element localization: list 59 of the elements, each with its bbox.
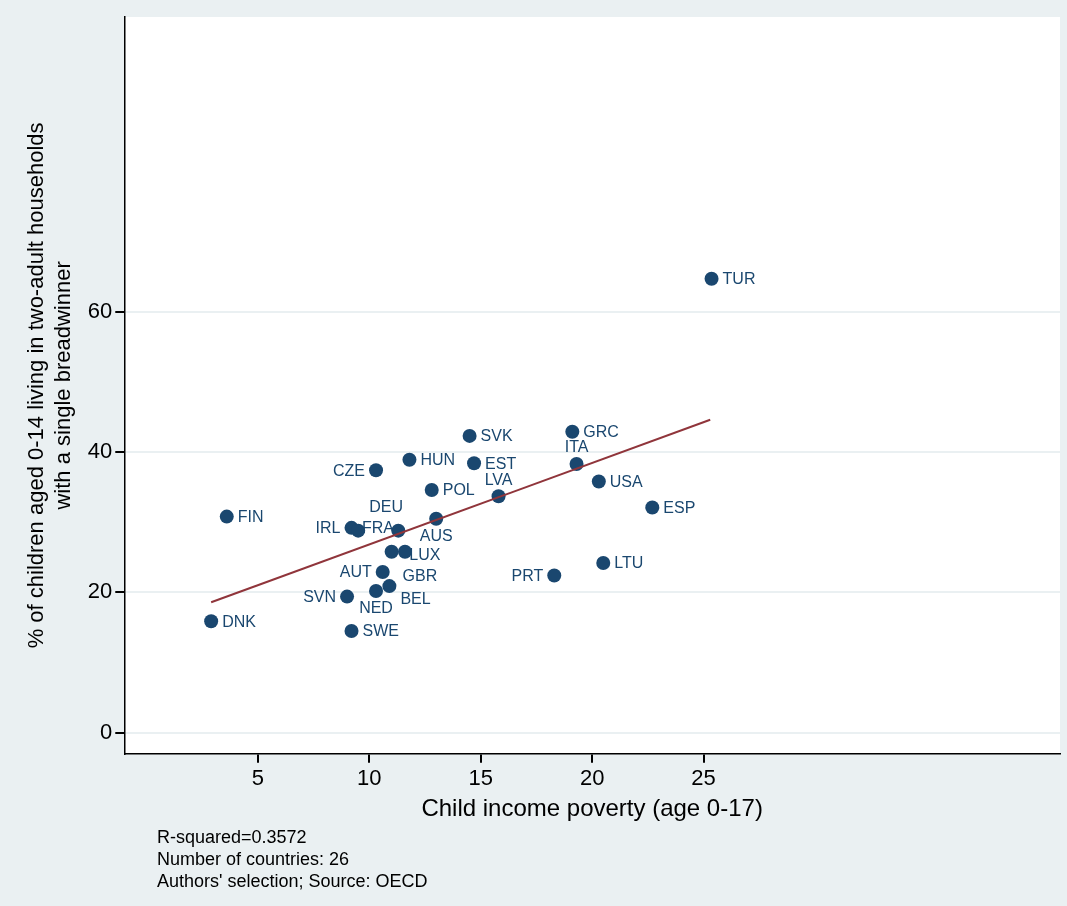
x-tick-label: 10 bbox=[357, 765, 382, 791]
annotation: ITA bbox=[564, 438, 589, 456]
point bbox=[369, 584, 384, 598]
annotation: LTU bbox=[614, 554, 644, 572]
x-axis-title: Child income poverty (age 0-17) bbox=[421, 794, 763, 822]
annotation: EST bbox=[485, 454, 517, 472]
annotation: SVK bbox=[480, 427, 513, 445]
annotation: GBR bbox=[402, 567, 438, 585]
annotation: DNK bbox=[222, 612, 257, 630]
text: Number of countries: 26 bbox=[157, 848, 350, 869]
point bbox=[219, 509, 234, 524]
point bbox=[375, 565, 390, 580]
point bbox=[384, 544, 399, 559]
annotation: SWE bbox=[362, 622, 399, 640]
y-tick-label: 40 bbox=[87, 438, 113, 464]
annotation: LVA bbox=[484, 470, 513, 488]
annotation: SVN bbox=[303, 588, 337, 606]
annotation: HUN bbox=[420, 451, 456, 469]
point bbox=[704, 271, 719, 286]
point bbox=[467, 456, 482, 471]
point bbox=[596, 555, 611, 570]
annotation: POL bbox=[442, 481, 475, 499]
annotation: TUR bbox=[722, 270, 756, 288]
annotation: LUX bbox=[409, 546, 441, 564]
text: R-squared=0.3572 bbox=[157, 826, 307, 847]
annotation: FIN bbox=[237, 508, 264, 526]
annotation: CZE bbox=[333, 461, 366, 479]
x-tick-label: 5 bbox=[251, 765, 265, 791]
text: Authors' selection; Source: OECD bbox=[157, 870, 428, 891]
annotation: AUT bbox=[339, 563, 372, 581]
annotation: GRC bbox=[583, 423, 619, 441]
y-tick-label: 20 bbox=[87, 578, 113, 604]
annotation: PRT bbox=[511, 566, 544, 584]
x-tick-label: 20 bbox=[579, 765, 605, 791]
point bbox=[397, 544, 412, 559]
point bbox=[204, 614, 219, 629]
point bbox=[462, 428, 477, 443]
y-tick-label: 60 bbox=[87, 297, 113, 323]
annotation: AUS bbox=[419, 527, 453, 545]
annotation: DEU bbox=[369, 498, 403, 516]
annotation: NED bbox=[359, 599, 393, 617]
x-tick-label: 15 bbox=[468, 765, 493, 791]
annotation: ESP bbox=[663, 498, 696, 516]
point bbox=[591, 474, 606, 489]
annotation: USA bbox=[609, 472, 644, 490]
point bbox=[369, 463, 384, 478]
annotation: IRL bbox=[315, 519, 341, 537]
point bbox=[340, 589, 355, 604]
point bbox=[344, 624, 359, 638]
annotation: BEL bbox=[400, 590, 431, 608]
y-tick-label: 0 bbox=[100, 718, 113, 744]
point bbox=[565, 424, 580, 439]
point bbox=[547, 568, 562, 583]
y-axis-title: % of children aged 0-14 living in two-adult households with a single breadwinner bbox=[23, 122, 75, 649]
point bbox=[382, 579, 397, 594]
x-tick-label: 25 bbox=[691, 765, 716, 791]
point bbox=[424, 482, 439, 497]
point bbox=[402, 452, 417, 467]
point bbox=[645, 500, 660, 515]
